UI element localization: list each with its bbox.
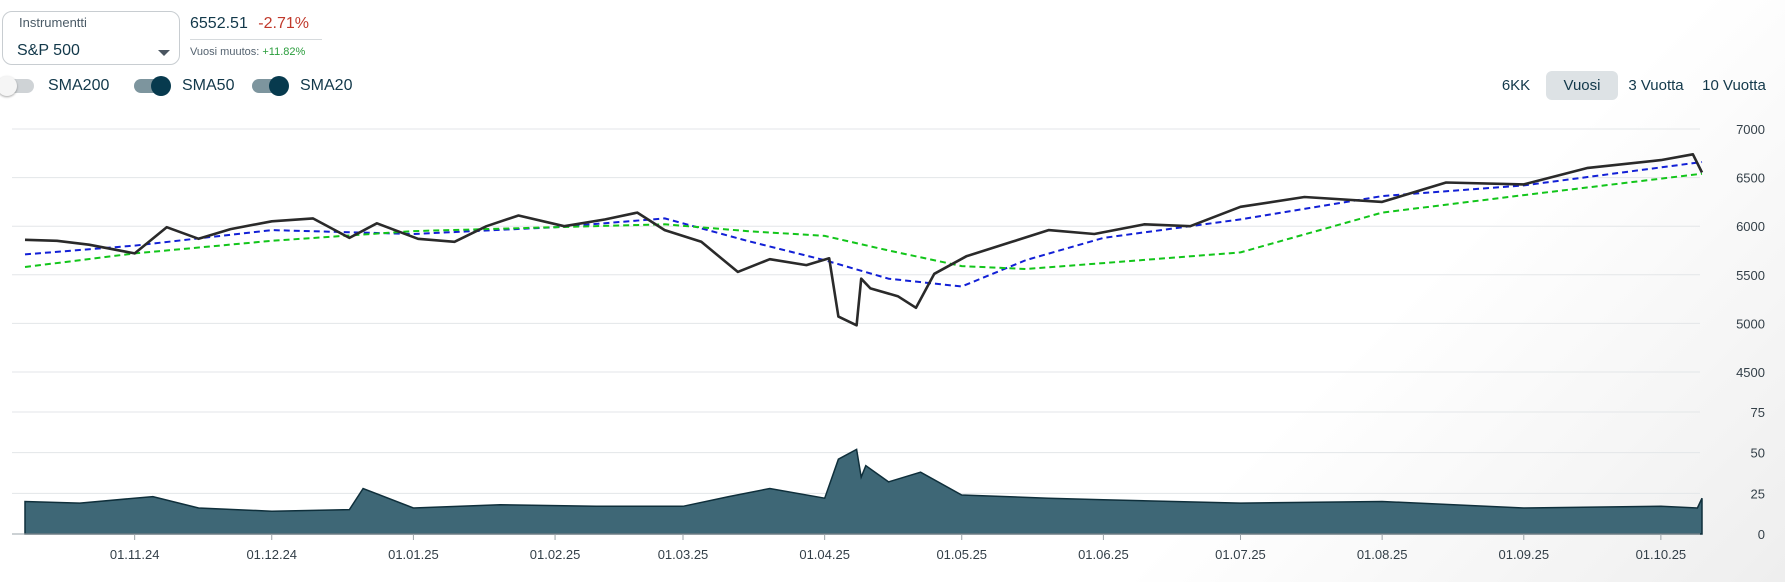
toggle-knob: [269, 76, 289, 96]
range-button-10-vuotta[interactable]: 10 Vuotta: [1702, 77, 1766, 94]
price-tick-label: 7000: [1736, 122, 1765, 137]
toggle-switch[interactable]: [252, 76, 289, 96]
quote-panel: 6552.51 -2.71% Vuosi muutos: +11.82%: [190, 15, 322, 58]
chevron-down-icon: [158, 50, 170, 56]
last-price: 6552.51: [190, 15, 248, 32]
x-tick-label: 01.02.25: [530, 547, 581, 562]
price-line: [24, 153, 1704, 327]
volume-area: [24, 448, 1703, 535]
toggle-sma200[interactable]: SMA200: [0, 76, 110, 96]
range-button-6kk[interactable]: 6KK: [1501, 77, 1531, 94]
x-tick-label: 01.05.25: [936, 547, 987, 562]
x-tick-label: 01.04.25: [799, 547, 850, 562]
x-tick-label: 01.01.25: [388, 547, 439, 562]
sma20-line: [24, 161, 1703, 288]
x-tick-label: 01.09.25: [1498, 547, 1549, 562]
x-tick-label: 01.10.25: [1636, 547, 1687, 562]
daily-change: -2.71%: [258, 15, 309, 32]
volume-tick-label: 25: [1751, 486, 1765, 501]
quote-divider: [190, 39, 322, 40]
toggle-switch[interactable]: [134, 76, 171, 96]
x-tick-label: 01.06.25: [1078, 547, 1129, 562]
toggle-label: SMA50: [182, 77, 235, 94]
toggle-knob: [151, 76, 171, 96]
toggle-label: SMA200: [48, 77, 110, 94]
quote-row: 6552.51 -2.71%: [190, 15, 322, 33]
year-change-row: Vuosi muutos: +11.82%: [190, 46, 322, 58]
toggle-sma50[interactable]: SMA50: [134, 76, 235, 96]
volume-tick-label: 75: [1751, 405, 1765, 420]
price-tick-label: 4500: [1736, 365, 1765, 380]
price-tick-label: 5500: [1736, 268, 1765, 283]
sma50-line: [24, 172, 1703, 270]
year-change-label: Vuosi muutos:: [190, 46, 260, 58]
toggle-sma20[interactable]: SMA20: [252, 76, 353, 96]
toggle-knob: [0, 76, 17, 96]
instrument-select-value: S&P 500: [17, 42, 80, 59]
x-tick-label: 01.08.25: [1357, 547, 1408, 562]
range-button-vuosi[interactable]: Vuosi: [1546, 71, 1618, 100]
instrument-select[interactable]: Instrumentti S&P 500: [2, 11, 180, 65]
price-tick-label: 6500: [1736, 171, 1765, 186]
x-tick-label: 01.07.25: [1215, 547, 1266, 562]
toggle-switch[interactable]: [0, 76, 34, 96]
year-change-value: +11.82%: [262, 46, 306, 58]
volume-tick-label: 50: [1751, 446, 1765, 461]
x-tick-label: 01.12.24: [246, 547, 297, 562]
instrument-select-legend: Instrumentti: [15, 15, 91, 30]
volume-tick-label: 0: [1758, 527, 1765, 542]
x-tick-label: 01.11.24: [110, 547, 160, 562]
toggle-label: SMA20: [300, 77, 353, 94]
price-tick-label: 6000: [1736, 219, 1765, 234]
price-tick-label: 5000: [1736, 316, 1765, 331]
x-tick-label: 01.03.25: [658, 547, 709, 562]
range-button-3-vuotta[interactable]: 3 Vuotta: [1628, 77, 1684, 94]
